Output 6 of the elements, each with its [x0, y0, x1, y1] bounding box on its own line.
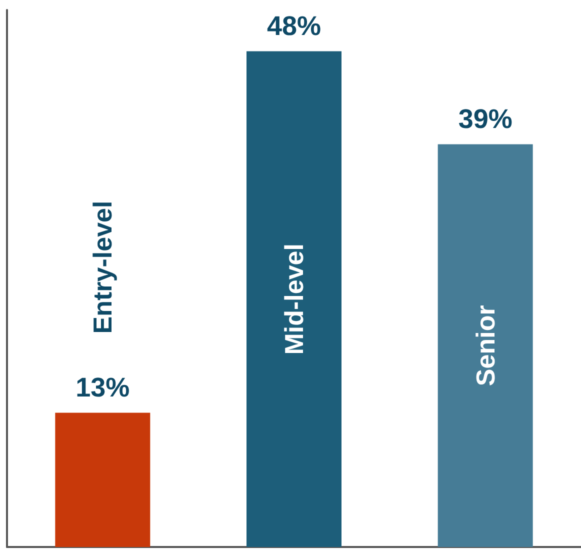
x-tick-label: Mid-level: [279, 244, 309, 355]
data-label: 13%: [76, 372, 130, 402]
data-label: 39%: [458, 104, 512, 134]
x-tick-label: Entry-level: [88, 200, 118, 334]
x-tick-label: Senior: [470, 305, 500, 386]
data-label: 48%: [266, 10, 322, 41]
